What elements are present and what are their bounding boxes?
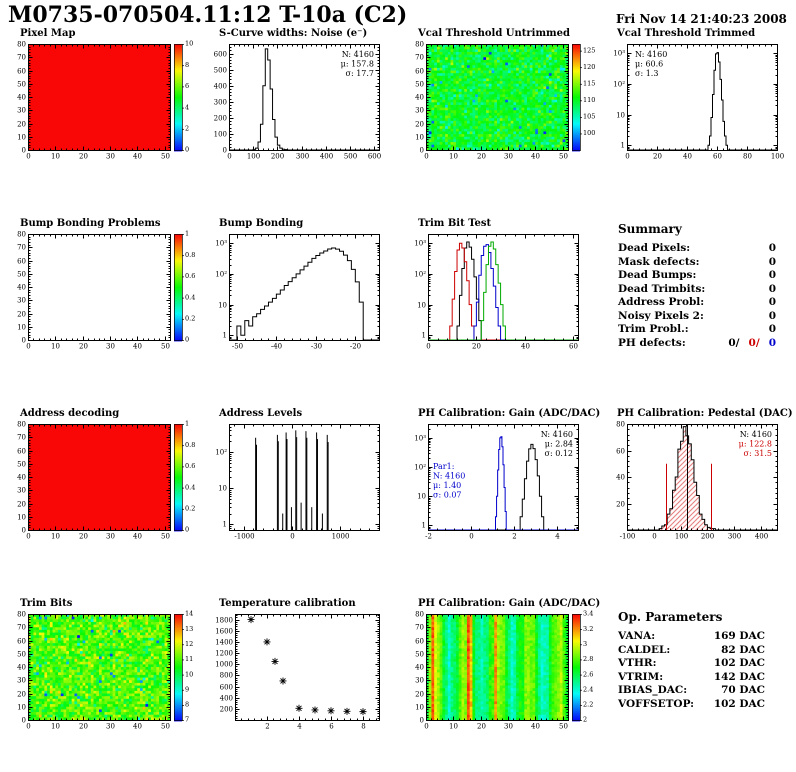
summary-label: PH defects: — [618, 336, 686, 349]
bump-bonding-problems-plot — [4, 230, 202, 388]
op-parameter-value: 102 DAC — [713, 697, 765, 710]
op-parameter-row: VTRIM: 142 DAC — [618, 671, 765, 685]
op-parameter-label: IBIAS_DAC: — [618, 684, 688, 696]
summary-row: Dead Trimbits: 0 — [618, 283, 776, 297]
chart-title: Pixel Map — [20, 28, 76, 39]
panel-vcal-threshold-trimmed: Vcal Threshold Trimmed — [601, 28, 796, 200]
op-parameter-label: VTRIM: — [618, 670, 664, 683]
summary-label: Dead Trimbits: — [618, 282, 706, 295]
timestamp: Fri Nov 14 21:40:23 2008 — [616, 12, 787, 26]
panel-ph-pedestal: PH Calibration: Pedestal (DAC) — [601, 408, 796, 580]
panel-scurve-noise: S-Curve widths: Noise (e⁻) — [203, 28, 401, 200]
panel-ph-gain-fit: PH Calibration: Gain (ADC/DAC) — [402, 408, 600, 580]
chart-title: PH Calibration: Pedestal (DAC) — [617, 408, 793, 419]
chart-title: PH Calibration: Gain (ADC/DAC) — [418, 408, 601, 419]
chart-title: PH Calibration: Gain (ADC/DAC) — [418, 598, 601, 609]
summary-row: Address Probl: 0 — [618, 296, 776, 310]
chart-title: Vcal Threshold Untrimmed — [418, 28, 570, 39]
chart-title: Address decoding — [20, 408, 120, 419]
op-parameter-value: 169 DAC — [713, 630, 765, 642]
pixel-map-plot — [4, 40, 202, 198]
address-decoding-plot — [4, 420, 202, 578]
ph-gain-fit-plot — [402, 420, 600, 578]
trim-bit-test-plot — [402, 230, 600, 388]
op-parameters-panel: Op. Parameters VANA: 169 DAC CALDEL: 82 DA… — [618, 610, 765, 711]
summary-row-ph-defects: PH defects: 0/0/0 — [618, 337, 776, 351]
address-levels-plot — [203, 420, 401, 578]
summary-value: 0 — [768, 282, 776, 295]
summary-value: 0 — [768, 309, 776, 322]
op-parameter-label: VTHR: — [618, 657, 657, 669]
panel-trim-bit-test: Trim Bit Test — [402, 218, 600, 390]
op-parameter-value: 102 DAC — [713, 657, 765, 669]
chart-title: Bump Bonding — [219, 218, 304, 229]
panel-vcal-threshold-untrimmed: Vcal Threshold Untrimmed — [402, 28, 600, 200]
panel-address-decoding: Address decoding — [4, 408, 202, 580]
panel-address-levels: Address Levels — [203, 408, 401, 580]
summary-value: 0 — [768, 255, 776, 268]
scurve-noise-plot — [203, 40, 401, 198]
op-parameter-label: VOFFSETOP: — [618, 697, 694, 710]
page-title: M0735-070504.11:12 T-10a (C2) — [8, 2, 408, 28]
summary-label: Address Probl: — [618, 296, 705, 308]
ph-gain-map-plot — [402, 610, 600, 768]
summary-row: Dead Bumps: 0 — [618, 269, 776, 283]
chart-title: Trim Bit Test — [418, 218, 492, 229]
summary-label: Trim Probl.: — [618, 323, 689, 335]
vcal-untrimmed-plot — [402, 40, 600, 198]
bump-bonding-plot — [203, 230, 401, 388]
op-parameter-row: VTHR: 102 DAC — [618, 657, 765, 671]
summary-row: Noisy Pixels 2: 0 — [618, 310, 776, 324]
summary-row: Dead Pixels: 0 — [618, 242, 776, 256]
summary-row: Trim Probl.: 0 — [618, 323, 776, 337]
op-parameter-value: 82 DAC — [721, 643, 765, 656]
summary-label: Dead Pixels: — [618, 242, 691, 254]
chart-title: Vcal Threshold Trimmed — [617, 28, 756, 39]
op-parameter-row: VOFFSETOP: 102 DAC — [618, 698, 765, 712]
op-parameter-value: 142 DAC — [713, 670, 765, 683]
op-parameter-row: VANA: 169 DAC — [618, 630, 765, 644]
chart-title: S-Curve widths: Noise (e⁻) — [219, 28, 368, 39]
ph-defect-val-2: 0 — [768, 336, 776, 349]
panel-ph-gain-map: PH Calibration: Gain (ADC/DAC) — [402, 598, 600, 770]
summary-label: Dead Bumps: — [618, 269, 697, 281]
op-parameter-row: IBIAS_DAC: 70 DAC — [618, 684, 765, 698]
panel-trim-bits: Trim Bits — [4, 598, 202, 770]
panel-bump-bonding-problems: Bump Bonding Problems — [4, 218, 202, 390]
panel-pixel-map: Pixel Map — [4, 28, 202, 200]
summary-value: 0 — [768, 269, 776, 281]
chart-title: Address Levels — [219, 408, 303, 419]
ph-defect-val-0: 0/ — [728, 336, 740, 349]
trim-bits-plot — [4, 610, 202, 768]
op-parameter-label: CALDEL: — [618, 643, 671, 656]
chart-title: Temperature calibration — [219, 598, 356, 609]
panel-bump-bonding: Bump Bonding — [203, 218, 401, 390]
temperature-calibration-plot — [203, 610, 401, 768]
summary-panel: Summary Dead Pixels: 0 Mask defects: 0 Dea… — [618, 222, 776, 350]
summary-row: Mask defects: 0 — [618, 256, 776, 270]
op-parameter-value: 70 DAC — [721, 684, 765, 696]
summary-value: 0 — [768, 323, 776, 335]
summary-label: Noisy Pixels 2: — [618, 309, 704, 322]
op-parameter-row: CALDEL: 82 DAC — [618, 644, 765, 658]
ph-pedestal-plot — [601, 420, 796, 578]
summary-value: 0 — [768, 296, 776, 308]
chart-title: Bump Bonding Problems — [20, 218, 161, 229]
summary-heading: Summary — [618, 222, 682, 236]
summary-value: 0 — [768, 242, 776, 254]
summary-label: Mask defects: — [618, 255, 700, 268]
vcal-trimmed-plot — [601, 40, 796, 198]
ph-defect-val-1: 0/ — [748, 336, 760, 349]
chart-title: Trim Bits — [20, 598, 73, 609]
panel-temperature-calibration: Temperature calibration — [203, 598, 401, 770]
op-parameters-heading: Op. Parameters — [618, 610, 723, 624]
ph-defect-values: 0/0/0 — [719, 337, 776, 351]
op-parameter-label: VANA: — [618, 630, 656, 642]
